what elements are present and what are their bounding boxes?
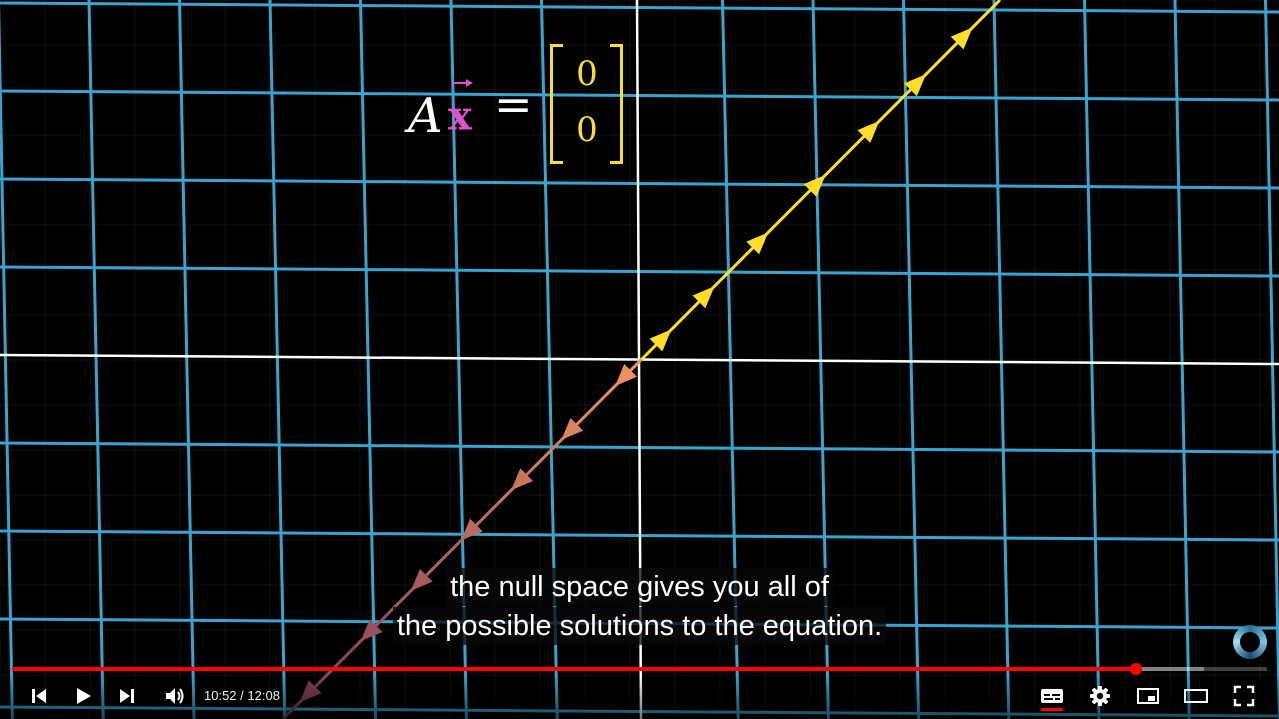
grid-line-horizontal <box>0 1 1279 14</box>
time-display: 10:52 / 12:08 <box>204 673 280 719</box>
null-space-segment <box>425 538 464 577</box>
grid-line-vertical <box>178 0 196 719</box>
null-space-arrowhead <box>360 619 383 642</box>
scrubber-handle[interactable] <box>1130 663 1143 675</box>
grid-line-vertical <box>359 0 378 719</box>
miniplayer-button[interactable] <box>1132 673 1164 719</box>
grid-line-horizontal <box>0 177 1279 190</box>
equals-sign: = <box>494 77 533 131</box>
next-icon <box>120 689 134 703</box>
zero-vector-entry-bottom: 0 <box>576 110 598 150</box>
grid-line-vertical <box>268 0 287 719</box>
play-icon <box>77 688 91 704</box>
volume-icon <box>166 688 184 704</box>
grid-line-vertical <box>992 0 1011 719</box>
miniplayer-icon <box>1137 688 1159 704</box>
fullscreen-button[interactable] <box>1228 673 1260 719</box>
previous-button[interactable] <box>24 673 54 719</box>
null-space-segment <box>712 250 751 289</box>
time-separator: / <box>236 688 248 703</box>
mute-button[interactable] <box>160 673 190 719</box>
grid-line-vertical <box>87 0 105 719</box>
grid-line-horizontal <box>0 89 1279 102</box>
duration: 12:08 <box>247 688 280 703</box>
left-bracket <box>550 44 563 164</box>
subtitles-active-indicator <box>1041 708 1063 711</box>
settings-button[interactable] <box>1084 673 1116 719</box>
subtitles: the null space gives you all of the poss… <box>0 568 1279 646</box>
player-controls: 10:52 / 12:08 <box>0 673 1279 719</box>
fullscreen-icon <box>1233 685 1255 707</box>
null-space-arrowhead <box>950 27 973 50</box>
null-space-arrowhead <box>803 174 826 197</box>
grid-line-vertical <box>1173 0 1191 719</box>
matrix-symbol: A <box>408 88 443 144</box>
settings-icon <box>1090 686 1110 706</box>
grid-line-vertical <box>1264 0 1279 719</box>
null-space-arrowhead <box>410 568 433 591</box>
null-space-segment <box>819 142 858 181</box>
grid-line-vertical <box>902 0 921 719</box>
current-time: 10:52 <box>204 688 237 703</box>
null-space-arrowhead <box>857 120 880 143</box>
subtitle-line-1: the null space gives you all of <box>446 568 833 606</box>
equation-ax-equals-zero: A x = 0 0 <box>408 44 638 164</box>
channel-watermark[interactable] <box>1233 625 1267 659</box>
null-space-arrowhead <box>511 468 534 491</box>
vector-arrow-icon <box>453 79 473 87</box>
zero-vector-entry-top: 0 <box>576 54 598 94</box>
null-space-arrowhead <box>615 364 638 386</box>
theater-mode-icon <box>1184 689 1208 703</box>
progress-played <box>12 667 1137 671</box>
subtitles-icon <box>1041 689 1063 703</box>
right-bracket <box>610 44 623 164</box>
null-space-arrowhead <box>649 329 672 352</box>
null-space-arrowhead <box>561 417 584 440</box>
null-space-arrowhead <box>460 518 483 541</box>
progress-bar[interactable] <box>12 663 1267 675</box>
grid-line-vertical <box>0 0 14 719</box>
subtitles-button[interactable] <box>1036 673 1068 719</box>
theater-mode-button[interactable] <box>1180 673 1212 719</box>
null-space-arrowhead <box>746 232 769 255</box>
vector-symbol: x <box>448 92 472 140</box>
subtitle-line-2: the possible solutions to the equation. <box>392 607 887 645</box>
previous-icon <box>32 689 46 703</box>
grid-line-vertical <box>1083 0 1101 719</box>
null-space-arrowhead <box>692 286 715 309</box>
play-button[interactable] <box>68 673 98 719</box>
null-space-arrowhead <box>904 74 927 97</box>
next-button[interactable] <box>112 673 142 719</box>
